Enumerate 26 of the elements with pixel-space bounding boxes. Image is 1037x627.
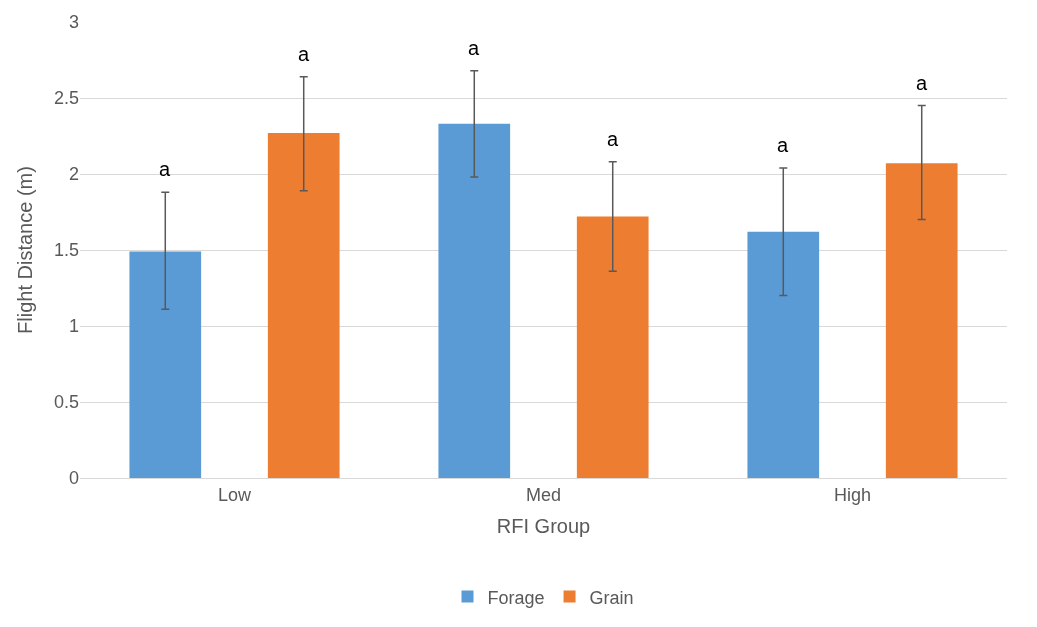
x-tick-label: High — [833, 484, 872, 505]
bar — [885, 163, 958, 478]
y-tick-label: 0 — [68, 468, 79, 489]
y-axis-title: Flight Distance (m) — [14, 166, 37, 334]
annotation: a — [916, 72, 928, 94]
bar — [129, 251, 202, 478]
y-tick-label: 0.5 — [53, 392, 79, 413]
y-tick-label: 1 — [68, 316, 79, 337]
y-tick-label: 2.5 — [53, 88, 79, 109]
legend-label: Grain — [589, 587, 634, 608]
annotation: a — [468, 37, 480, 59]
annotation: a — [777, 134, 789, 156]
legend-label: Forage — [487, 587, 545, 608]
bar — [267, 132, 340, 478]
annotation: a — [298, 43, 310, 65]
x-axis-title: RFI Group — [496, 515, 591, 538]
x-tick-label: Med — [525, 484, 562, 505]
y-tick-label: 1.5 — [53, 240, 79, 261]
annotation: a — [159, 158, 171, 180]
bar — [576, 216, 649, 478]
bar — [438, 123, 511, 478]
y-tick-label: 2 — [68, 164, 79, 185]
annotation: a — [607, 128, 619, 150]
bar — [747, 231, 820, 478]
x-tick-label: Low — [217, 484, 253, 505]
y-tick-label: 3 — [68, 12, 79, 33]
